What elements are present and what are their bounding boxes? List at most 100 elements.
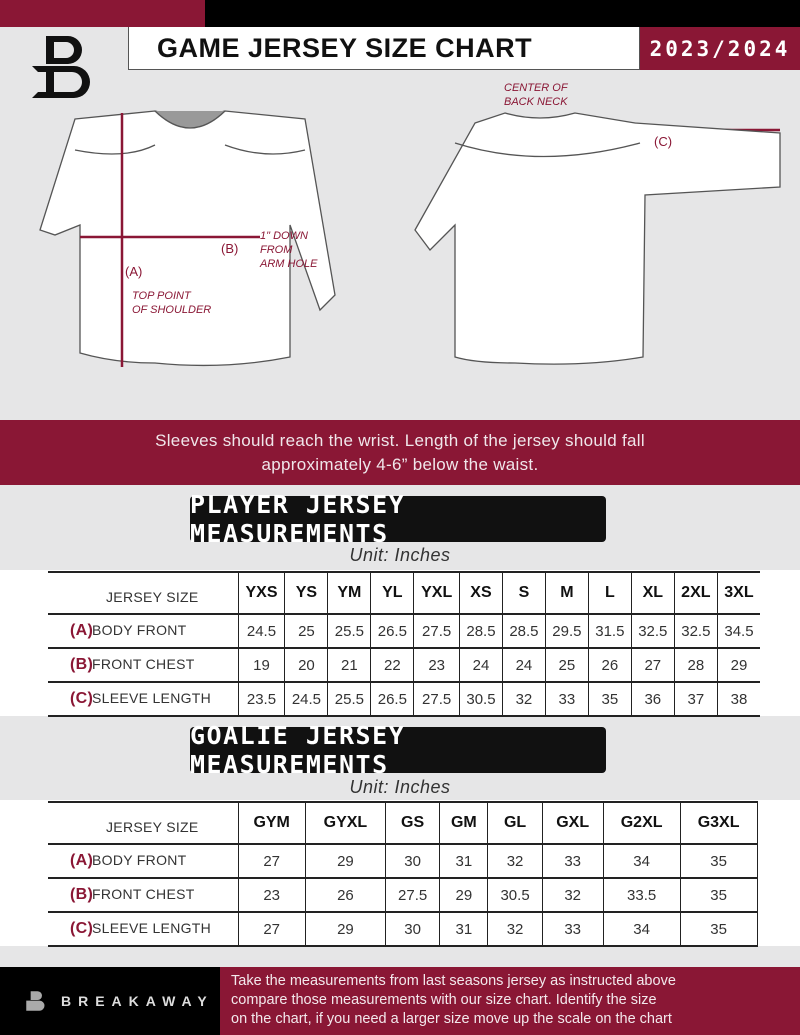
instructions-band: Sleeves should reach the wrist. Length o…: [0, 420, 800, 485]
value-cell: 29.5: [545, 614, 589, 648]
row-name: FRONT CHEST: [92, 656, 195, 672]
size-header: GYM: [238, 802, 306, 844]
note-center-back-neck: CENTER OF BACK NECK: [504, 82, 568, 108]
value-cell: 35: [588, 682, 632, 716]
value-cell: 22: [370, 648, 415, 682]
value-cell: 27.5: [385, 878, 441, 912]
value-cell: 19: [238, 648, 286, 682]
size-header: GXL: [542, 802, 604, 844]
breakaway-logo-small-icon: [26, 991, 45, 1011]
table-row: (C)SLEEVE LENGTH 27 29 30 31 32 33 34 35: [48, 912, 758, 946]
value-cell: 20: [284, 648, 329, 682]
value-cell: 29: [730, 656, 748, 674]
size-header: G3XL: [680, 802, 758, 844]
back-jersey-icon: [414, 112, 781, 365]
value-cell: 28.5: [502, 614, 546, 648]
size-header: YS: [284, 572, 329, 614]
size-header: YM: [327, 572, 372, 614]
breakaway-logo-icon: [32, 36, 90, 98]
size-header: 2XL: [674, 572, 718, 614]
value-cell: 31: [439, 844, 489, 878]
player-unit: Unit: Inches: [349, 545, 451, 565]
header-row: JERSEY SIZE YXS YS YM YL YXL XS S M L XL 2XL 3XL: [48, 572, 760, 614]
season-label: 2023/2024: [640, 27, 800, 70]
value-cell: 30: [385, 844, 441, 878]
value-cell: 34: [603, 912, 681, 946]
size-header: GL: [487, 802, 543, 844]
value-cell: 25.5: [327, 614, 372, 648]
note-arm-hole: 1" DOWN FROM ARM HOLE: [260, 230, 318, 270]
empty-cell: [757, 802, 758, 844]
size-header: GS: [385, 802, 441, 844]
size-header: M: [545, 572, 589, 614]
note-top-point-of-shoulder: TOP POINT OF SHOULDER: [132, 290, 212, 316]
value-cell: 25: [545, 648, 589, 682]
value-cell: 32: [502, 682, 546, 716]
value-cell: 23: [413, 648, 460, 682]
value-cell: 26: [588, 648, 632, 682]
table-row: (B)FRONT CHEST 19 20 21 22 23 24 24 25 26 27 28 29: [48, 648, 760, 682]
value-cell: 37: [674, 682, 718, 716]
row-name: SLEEVE LENGTH: [92, 690, 212, 706]
value-cell: 23.5: [238, 682, 286, 716]
footer-brand: BREAKAWAY: [0, 967, 220, 1035]
value-cell: 27.5: [413, 614, 460, 648]
table-row: (C)SLEEVE LENGTH 23.5 24.5 25.5 26.5 27.5 30.5…: [48, 682, 760, 716]
size-header: YXS: [238, 572, 286, 614]
top-bar-accent: [0, 0, 205, 27]
size-header: G2XL: [603, 802, 681, 844]
player-table: JERSEY SIZE YXS YS YM YL YXL XS S M L XL 2XL 3XL (A)B…: [48, 571, 760, 717]
jersey-size-label: JERSEY SIZE: [48, 802, 239, 844]
label-b: (B): [221, 241, 239, 256]
value-cell: 30.5: [459, 682, 503, 716]
value-cell: 27.5: [413, 682, 460, 716]
size-header: XL: [631, 572, 675, 614]
label-a: (A): [125, 264, 143, 279]
row-letter: (A): [70, 622, 94, 639]
value-cell: 25.5: [327, 682, 372, 716]
value-cell: 29: [305, 912, 386, 946]
row-letter: (C): [70, 690, 94, 707]
value-cell: 24.5: [284, 682, 329, 716]
page-title: GAME JERSEY SIZE CHART: [128, 27, 640, 70]
size-header: XS: [459, 572, 503, 614]
value-cell: 30: [385, 912, 441, 946]
table-row: (B)FRONT CHEST 23 26 27.5 29 30.5 32 33.5 35: [48, 878, 758, 912]
value-cell: 32: [487, 844, 543, 878]
row-letter: (C): [70, 920, 94, 937]
value-cell: 33: [542, 844, 604, 878]
top-bar: [205, 0, 800, 27]
value-cell: 26.5: [370, 614, 415, 648]
value-cell: 34: [603, 844, 681, 878]
value-cell: 28: [674, 648, 718, 682]
value-cell: 32: [542, 878, 604, 912]
player-heading: PLAYER JERSEY MEASUREMENTS: [190, 490, 606, 548]
value-cell: 23: [238, 878, 306, 912]
empty-cell: [757, 912, 758, 946]
size-header: YL: [370, 572, 415, 614]
value-cell: 38: [730, 690, 748, 708]
size-header: S: [502, 572, 546, 614]
value-cell: 31: [439, 912, 489, 946]
value-cell: 33: [545, 682, 589, 716]
jersey-diagram: [39, 110, 781, 367]
row-name: FRONT CHEST: [92, 886, 195, 902]
value-cell: 27: [238, 844, 306, 878]
row-letter: (A): [70, 852, 94, 869]
value-cell: 30.5: [487, 878, 543, 912]
value-cell: 26: [305, 878, 386, 912]
size-header: GYXL: [305, 802, 386, 844]
jersey-size-label: JERSEY SIZE: [48, 572, 239, 614]
value-cell: 33: [542, 912, 604, 946]
goalie-table: JERSEY SIZE GYM GYXL GS GM GL GXL G2XL G3XL (A)BO…: [48, 801, 758, 947]
goalie-unit: Unit: Inches: [349, 777, 451, 797]
value-cell: 26.5: [370, 682, 415, 716]
row-name: BODY FRONT: [92, 622, 187, 638]
empty-cell: [757, 878, 758, 912]
size-header: L: [588, 572, 632, 614]
label-c: (C): [654, 134, 673, 149]
value-cell: 34.5: [724, 622, 754, 640]
size-header: YXL: [413, 572, 460, 614]
value-cell: 32.5: [631, 614, 675, 648]
row-letter: (B): [70, 656, 94, 673]
